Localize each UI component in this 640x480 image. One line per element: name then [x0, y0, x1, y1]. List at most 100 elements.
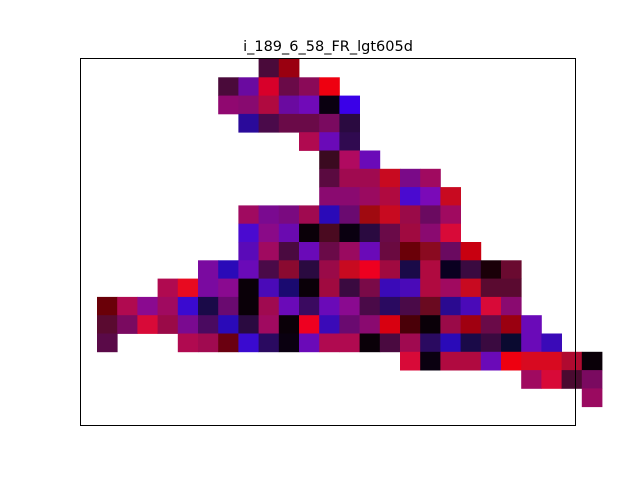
heatmap-cell: [339, 260, 360, 279]
heatmap-cell: [299, 333, 320, 353]
heatmap-cell: [299, 77, 320, 96]
heatmap-cell: [319, 205, 340, 225]
heatmap-cell: [379, 205, 401, 225]
heatmap-cell: [521, 351, 542, 371]
heatmap-cell: [238, 333, 259, 353]
heatmap-cell: [339, 95, 360, 115]
heatmap-cell: [359, 278, 381, 298]
heatmap-cell: [400, 333, 421, 353]
heatmap-cell: [561, 351, 583, 371]
heatmap-cell: [400, 315, 421, 334]
heatmap-cell: [541, 351, 562, 371]
heatmap-cell: [440, 278, 461, 298]
plot-frame: [80, 58, 576, 426]
heatmap-cell: [420, 333, 441, 353]
heatmap-cell: [460, 260, 482, 279]
heatmap-cell: [359, 223, 381, 243]
heatmap-cell: [258, 95, 280, 115]
heatmap-cell: [177, 315, 199, 334]
heatmap-cell: [157, 315, 179, 334]
heatmap-cell: [359, 296, 381, 316]
heatmap-cell: [480, 260, 502, 279]
heatmap-cell: [420, 278, 441, 298]
heatmap-cell: [258, 315, 280, 334]
heatmap-cell: [258, 242, 280, 261]
heatmap-cell: [460, 333, 482, 353]
heatmap-cell: [400, 351, 421, 371]
heatmap-cell: [379, 242, 401, 261]
heatmap-cell: [379, 260, 401, 279]
heatmap-cell: [218, 333, 239, 353]
heatmap-cell: [440, 205, 461, 225]
heatmap-cell: [339, 150, 360, 170]
heatmap-cell: [581, 351, 603, 371]
heatmap-cells: [97, 59, 603, 408]
heatmap-cell: [339, 333, 360, 353]
heatmap-cell: [198, 315, 219, 334]
heatmap-cell: [238, 260, 259, 279]
heatmap-cell: [339, 113, 360, 133]
heatmap-cell: [440, 187, 461, 206]
heatmap-cell: [420, 205, 441, 225]
heatmap-cell: [177, 278, 199, 298]
heatmap-cell: [319, 95, 340, 115]
heatmap-cell: [299, 315, 320, 334]
heatmap-cell: [137, 315, 158, 334]
heatmap-cell: [278, 315, 300, 334]
heatmap-cell: [521, 333, 542, 353]
heatmap-cell: [400, 168, 421, 188]
heatmap-cell: [157, 278, 179, 298]
heatmap-cell: [501, 315, 522, 334]
heatmap-cell: [299, 260, 320, 279]
heatmap-cell: [359, 150, 381, 170]
heatmap-cell: [400, 205, 421, 225]
heatmap-cell: [420, 315, 441, 334]
heatmap-cell: [339, 223, 360, 243]
heatmap-cell: [198, 260, 219, 279]
heatmap-cell: [258, 333, 280, 353]
heatmap-cell: [339, 132, 360, 151]
heatmap-cell: [299, 205, 320, 225]
heatmap-cell: [238, 315, 259, 334]
heatmap-cell: [581, 388, 603, 408]
heatmap-cell: [97, 315, 118, 334]
heatmap-cell: [400, 278, 421, 298]
heatmap-cell: [278, 77, 300, 96]
heatmap-cell: [137, 296, 158, 316]
heatmap-cell: [278, 205, 300, 225]
heatmap-cell: [258, 77, 280, 96]
heatmap-cell: [420, 187, 441, 206]
heatmap-cell: [379, 168, 401, 188]
heatmap-cell: [420, 260, 441, 279]
heatmap-cell: [299, 113, 320, 133]
heatmap-cell: [238, 296, 259, 316]
chart-title: i_189_6_58_FR_lgt605d: [243, 39, 413, 55]
heatmap-cell: [420, 296, 441, 316]
heatmap-cell: [359, 260, 381, 279]
heatmap-cell: [117, 315, 138, 334]
heatmap-cell: [218, 315, 239, 334]
heatmap-cell: [420, 223, 441, 243]
heatmap-cell: [97, 333, 118, 353]
heatmap-cell: [278, 278, 300, 298]
heatmap-cell: [460, 315, 482, 334]
heatmap-cell: [440, 223, 461, 243]
heatmap-cell: [258, 278, 280, 298]
heatmap-cell: [521, 370, 542, 389]
heatmap-cell: [400, 296, 421, 316]
heatmap-cell: [480, 278, 502, 298]
heatmap-cell: [501, 351, 522, 371]
heatmap-cell: [198, 333, 219, 353]
heatmap-cell: [258, 296, 280, 316]
heatmap-cell: [319, 113, 340, 133]
heatmap-cell: [218, 95, 239, 115]
heatmap-cell: [278, 296, 300, 316]
heatmap-cell: [319, 278, 340, 298]
heatmap-cell: [339, 168, 360, 188]
heatmap-cell: [339, 315, 360, 334]
heatmap-cell: [238, 77, 259, 96]
heatmap-cell: [319, 132, 340, 151]
heatmap-cell: [319, 242, 340, 261]
heatmap-cell: [319, 223, 340, 243]
